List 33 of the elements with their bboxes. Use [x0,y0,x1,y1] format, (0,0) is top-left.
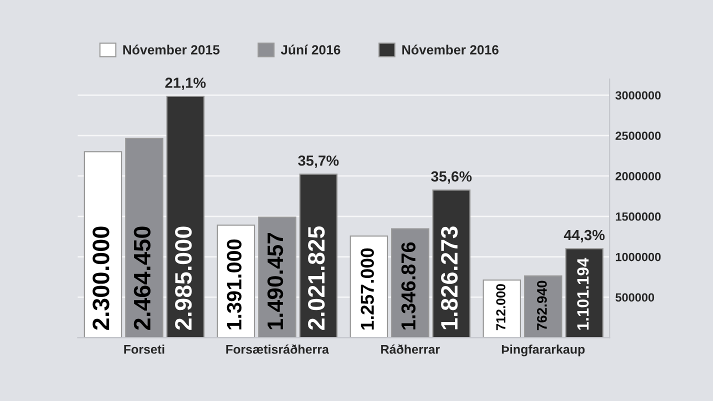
data-label: 1.101.194 [577,258,589,330]
data-label: 2.021.825 [308,226,325,330]
data-label: 762.940 [536,280,547,330]
annotation: 35,6% [431,171,472,184]
y-tick-label: 1000000 [616,252,661,262]
annotation: 44,3% [564,230,605,242]
data-label: 1.826.273 [440,226,458,330]
data-label: 712.000 [496,284,506,330]
x-tick-label: Forsætisráðherra [226,344,330,354]
annotation: 35,7% [298,155,339,168]
data-label: 2.464.450 [134,226,151,330]
data-label: 1.391.000 [226,240,242,330]
data-label: 1.346.876 [401,242,416,330]
bar [524,275,562,338]
y-tick-label: 2000000 [616,172,661,180]
annotation: 21,1% [165,78,206,90]
data-label: 2.985.000 [175,226,192,330]
legend-label: Nóvember 2016 [402,44,499,54]
bar [166,96,205,338]
data-label: 2.300.000 [92,226,110,330]
y-tick-label: 2500000 [616,132,661,140]
bar [565,248,604,338]
y-tick-label: 1500000 [616,212,661,221]
data-label: 1.257.000 [360,248,374,330]
bar [125,138,164,338]
x-tick-label: Forseti [124,344,164,354]
legend-label: Júní 2016 [280,44,340,54]
y-tick-label: 3000000 [615,91,661,100]
x-tick-label: Ráðherrar [381,344,440,354]
legend-label: Nóvember 2015 [123,44,220,54]
x-tick-label: Þingfararkaup [502,344,585,356]
data-label: 1.490.457 [267,232,284,330]
y-tick-label: 500000 [616,293,654,302]
